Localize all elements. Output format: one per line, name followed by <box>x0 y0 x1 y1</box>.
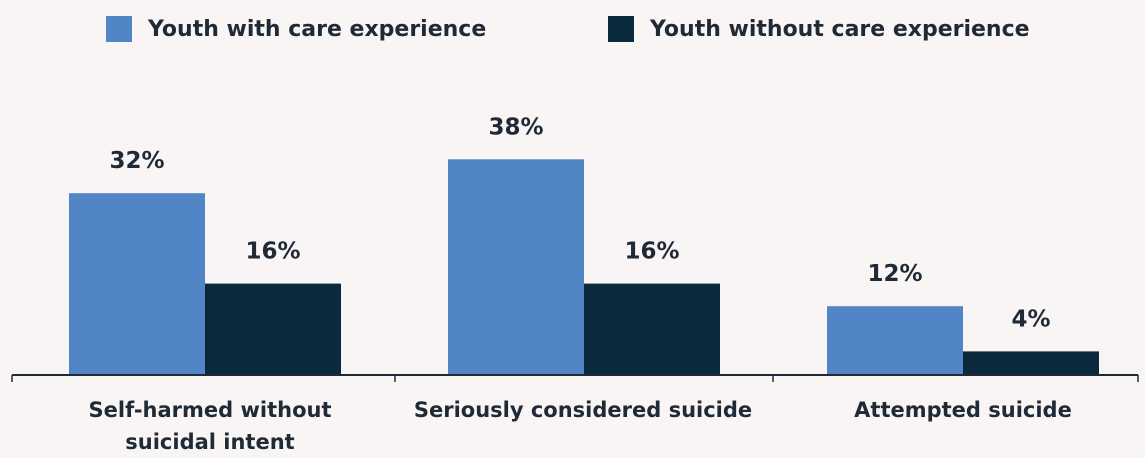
value-label-without-care-0: 16% <box>245 239 300 265</box>
bar-without-care-2 <box>963 351 1099 374</box>
category-label-self-harmed: Self-harmed without suicidal intent <box>88 398 332 454</box>
bar-without-care-0 <box>205 283 341 374</box>
legend-label-without-care: Youth without care experience <box>650 16 1030 42</box>
value-label-with-care-0: 32% <box>109 148 164 174</box>
bar-without-care-1 <box>584 283 720 374</box>
category-label-attempted: Attempted suicide <box>854 398 1072 422</box>
legend-swatch-without-care <box>608 16 634 42</box>
value-label-with-care-1: 38% <box>488 114 543 140</box>
legend-item-with-care: Youth with care experience <box>106 14 486 44</box>
bar-with-care-1 <box>448 159 584 374</box>
legend-swatch-with-care <box>106 16 132 42</box>
legend-item-without-care: Youth without care experience <box>608 14 1030 44</box>
value-label-with-care-2: 12% <box>867 261 922 287</box>
legend-label-with-care: Youth with care experience <box>148 16 487 42</box>
bar-with-care-2 <box>827 306 963 374</box>
value-label-without-care-2: 4% <box>1011 306 1050 332</box>
value-label-without-care-1: 16% <box>624 239 679 265</box>
chart-legend: Youth with care experience Youth without… <box>0 14 1145 44</box>
bar-with-care-0 <box>69 193 205 374</box>
category-label-seriously-considered: Seriously considered suicide <box>413 398 753 422</box>
